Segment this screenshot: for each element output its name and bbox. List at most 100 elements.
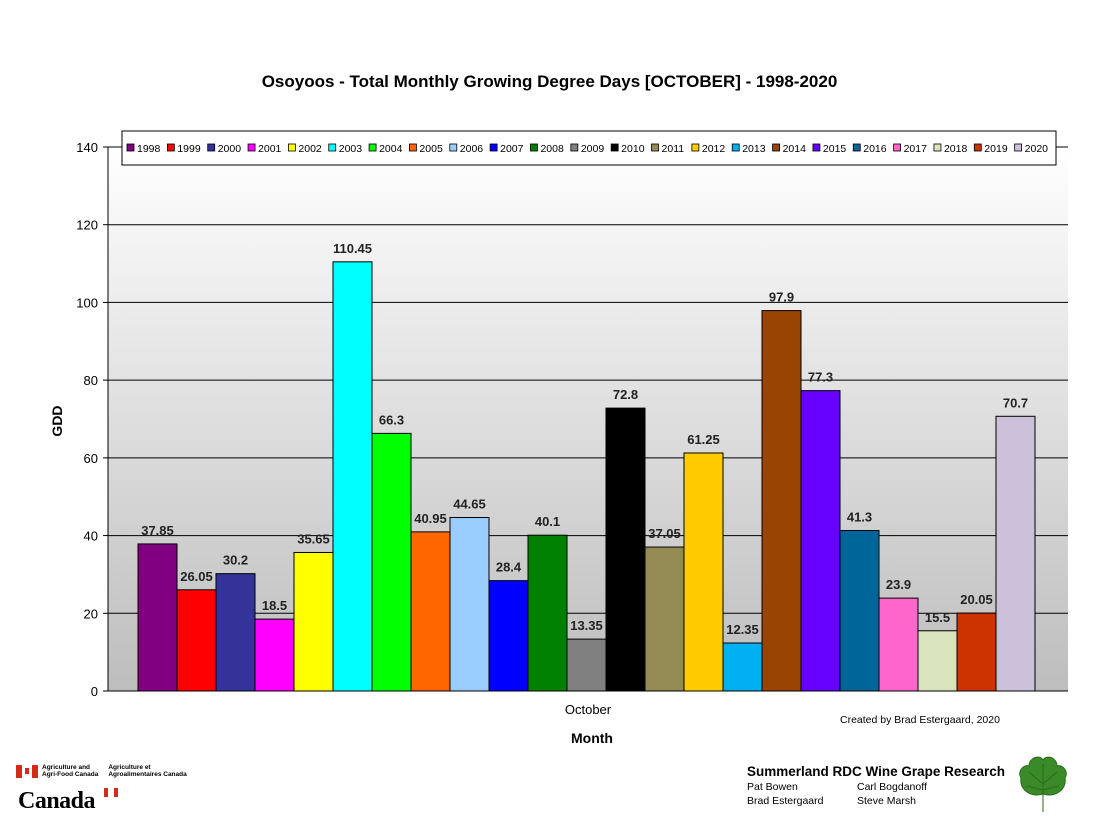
bar-label-2005: 40.95	[414, 511, 447, 526]
canada-flag-icon	[16, 764, 38, 778]
bar-label-2007: 28.4	[496, 560, 522, 575]
legend-label-2002: 2002	[298, 143, 322, 155]
aafc-french: Agriculture et Agroalimentaires Canada	[108, 764, 187, 778]
grape-leaf-icon	[1019, 756, 1067, 812]
bar-labels: 37.85 26.05 30.2 18.5 35.65 110.45 66.3 40.95 44…	[141, 241, 1028, 637]
legend-swatch-2019	[973, 143, 982, 152]
legend-swatch-2007	[489, 143, 498, 152]
bar-2014	[761, 310, 802, 692]
bar-2006	[449, 517, 490, 692]
bar-label-2012: 61.25	[687, 432, 720, 447]
legend-label-2012: 2012	[702, 143, 726, 155]
legend-swatch-2018	[933, 143, 942, 152]
researcher-name: Brad Estergaard	[747, 795, 824, 807]
bar-label-2018: 15.5	[925, 610, 950, 625]
x-axis-label: Month	[571, 730, 613, 746]
bar-label-2014: 97.9	[769, 290, 794, 305]
bar-2002	[293, 551, 334, 692]
bar-2013	[722, 642, 763, 692]
legend-label-2006: 2006	[460, 143, 484, 155]
bar-1998	[137, 543, 178, 692]
bar-label-2003: 110.45	[333, 241, 372, 256]
research-credit-block: Summerland RDC Wine Grape Research Pat B…	[747, 756, 1087, 824]
legend-swatch-1999	[166, 143, 175, 152]
credit-text: Created by Brad Estergaard, 2020	[840, 714, 1000, 726]
bar-2009	[566, 638, 607, 692]
legend-label-2008: 2008	[540, 143, 564, 155]
canada-wordmark: Canada	[18, 788, 96, 814]
bar-label-1998: 37.85	[141, 523, 174, 538]
y-tick-label: 100	[76, 295, 98, 310]
bar-2016	[839, 530, 880, 692]
legend-swatch-2004	[368, 143, 377, 152]
chart-area: 0 20 40 60 80 100 120 140 37.85 26.05 30.2 18.5 35.…	[49, 130, 1068, 746]
bar-2003	[332, 261, 373, 692]
bar-label-2004: 66.3	[379, 412, 404, 427]
legend-swatch-2005	[409, 143, 417, 152]
bar-2015	[800, 390, 841, 692]
legend-label-2011: 2011	[662, 143, 685, 155]
bar-label-1999: 26.05	[180, 569, 213, 584]
bar-2008	[527, 534, 568, 692]
y-tick-label: 20	[84, 606, 98, 621]
bar-2012	[683, 452, 724, 692]
x-category-label: October	[565, 702, 612, 717]
bar-label-2016: 41.3	[847, 510, 872, 525]
aafc-english: Agriculture and Agri-Food Canada	[42, 764, 99, 778]
researcher-name: Steve Marsh	[857, 795, 916, 807]
researcher-name: Carl Bogdanoff	[857, 781, 927, 793]
wordmark-flag-icon	[104, 788, 118, 797]
legend-swatch-2010	[610, 143, 619, 152]
bar-label-2011: 37.05	[648, 526, 681, 541]
legend-swatch-2000	[207, 143, 216, 152]
legend-swatch-2009	[570, 143, 579, 152]
legend-swatch-2016	[852, 143, 861, 152]
legend: 1998 1999 2000 2001 2002 2003 2004 2005 2006 2007…	[121, 130, 1057, 166]
bar-label-2001: 18.5	[262, 598, 287, 613]
legend-label-1999: 1999	[177, 143, 201, 155]
bar-label-2002: 35.65	[297, 531, 330, 546]
bar-label-2017: 23.9	[886, 577, 911, 592]
research-title: Summerland RDC Wine Grape Research	[747, 764, 1005, 779]
legend-swatch-2003	[328, 143, 337, 152]
legend-swatch-2013	[731, 143, 740, 152]
bar-2017	[878, 597, 919, 692]
legend-swatch-2017	[893, 143, 902, 152]
bar-label-2010: 72.8	[613, 387, 638, 402]
legend-label-2000: 2000	[218, 143, 242, 155]
legend-label-2016: 2016	[863, 143, 887, 155]
legend-label-2018: 2018	[944, 143, 968, 155]
bar-2007	[488, 580, 529, 692]
bar-label-2009: 13.35	[570, 618, 603, 633]
bar-1999	[176, 589, 217, 692]
y-tick-label: 40	[84, 529, 98, 544]
bar-2018	[917, 630, 958, 692]
y-tick-label: 120	[76, 218, 98, 233]
legend-label-2019: 2019	[984, 143, 1008, 155]
legend-label-2020: 2020	[1025, 143, 1049, 155]
legend-swatch-2008	[530, 143, 538, 152]
legend-swatch-2006	[449, 143, 458, 152]
bar-label-2006: 44.65	[453, 497, 486, 512]
legend-swatch-2020	[1014, 143, 1023, 152]
legend-swatch-2002	[287, 143, 296, 152]
bar-2005	[410, 531, 451, 692]
legend-label-2009: 2009	[581, 143, 605, 155]
bar-2001	[254, 618, 295, 692]
legend-label-2007: 2007	[500, 143, 524, 155]
bar-2010	[605, 407, 646, 692]
bar-2000	[215, 573, 256, 692]
y-tick-label: 80	[84, 373, 98, 388]
bar-label-2015: 77.3	[808, 370, 833, 385]
bar-label-2020: 70.7	[1003, 395, 1028, 410]
bars	[137, 261, 1036, 692]
bar-label-2019: 20.05	[960, 592, 993, 607]
chart-title: Osoyoos - Total Monthly Growing Degree D…	[261, 72, 838, 91]
bar-2004	[371, 432, 412, 692]
legend-swatch-2011	[651, 143, 659, 152]
legend-swatch-2015	[812, 143, 821, 152]
legend-swatch-2012	[691, 143, 700, 152]
legend-label-2017: 2017	[904, 143, 928, 155]
aafc-logo: Agriculture and Agri-Food Canada Agricult…	[16, 764, 216, 824]
bar-2011	[644, 546, 685, 692]
